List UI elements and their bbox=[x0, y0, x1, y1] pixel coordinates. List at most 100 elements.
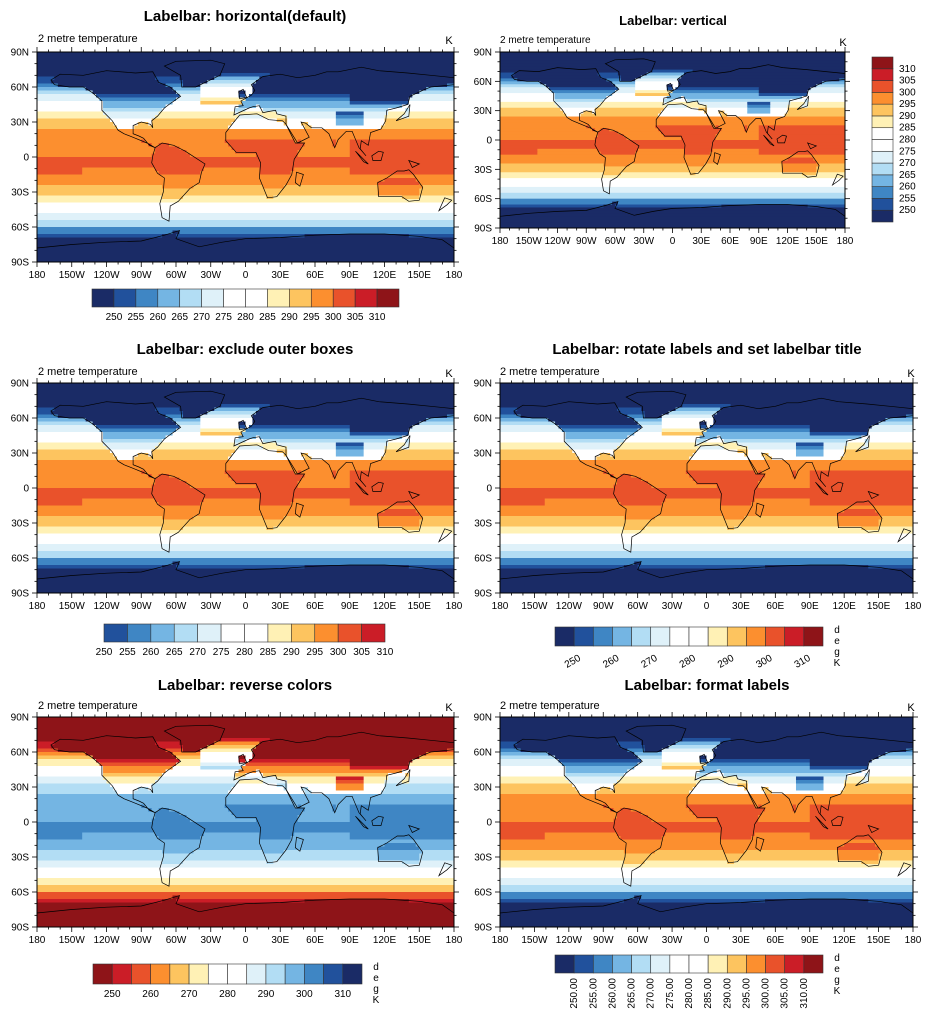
contour-fill bbox=[500, 888, 913, 893]
contour-fill bbox=[37, 125, 118, 130]
contour-fill bbox=[795, 783, 825, 788]
contour-fill bbox=[500, 128, 593, 132]
contour-fill bbox=[500, 794, 913, 799]
contour-fill bbox=[37, 902, 454, 907]
coastline bbox=[763, 134, 775, 147]
contour-fill bbox=[823, 780, 845, 785]
contour-fill bbox=[644, 748, 663, 753]
contour-fill bbox=[85, 752, 174, 757]
coastline bbox=[662, 64, 845, 140]
contour-fill bbox=[37, 864, 454, 869]
contour-fill bbox=[248, 759, 351, 764]
contour-fill bbox=[500, 181, 845, 185]
coastline bbox=[294, 836, 304, 852]
coastline bbox=[355, 815, 369, 830]
contour-fill bbox=[162, 526, 184, 531]
contour-fill bbox=[703, 766, 811, 771]
contour-fill bbox=[207, 80, 257, 85]
contour-fill bbox=[823, 787, 845, 792]
contour-fill bbox=[116, 790, 135, 795]
contour-fill bbox=[612, 201, 619, 206]
contour-fill bbox=[500, 734, 913, 739]
contour-fill bbox=[37, 568, 454, 573]
left-string: 2 metre temperature bbox=[38, 700, 138, 712]
contour-fill bbox=[37, 537, 454, 542]
contour-fill bbox=[377, 188, 420, 193]
contour-fill bbox=[612, 93, 636, 97]
contour-fill bbox=[37, 881, 454, 886]
contour-fill bbox=[792, 804, 797, 809]
contour-fill bbox=[151, 783, 236, 788]
labelbar-box bbox=[784, 626, 805, 647]
labelbar-title: K bbox=[834, 658, 841, 669]
labelbar-label: 270 bbox=[639, 653, 659, 671]
coastline bbox=[613, 473, 667, 553]
contour-fill bbox=[176, 755, 201, 760]
labelbar-title: e bbox=[834, 636, 840, 647]
contour-fill bbox=[500, 207, 845, 211]
labelbar-label: 300 bbox=[296, 989, 313, 1000]
x-tick-label: 150W bbox=[521, 601, 548, 612]
contour-fill bbox=[885, 418, 913, 423]
contour-fill bbox=[349, 804, 454, 809]
x-tick-label: 30E bbox=[732, 601, 750, 612]
contour-fill bbox=[419, 860, 454, 865]
contour-fill bbox=[721, 204, 809, 209]
labelbar-label: 310 bbox=[899, 64, 916, 75]
contour-fill bbox=[245, 108, 264, 113]
contour-fill bbox=[620, 442, 697, 447]
contour-fill bbox=[579, 456, 597, 461]
contour-fill bbox=[500, 878, 913, 883]
labelbar-box bbox=[207, 963, 228, 985]
contour-fill bbox=[500, 731, 913, 736]
contour-fill bbox=[37, 122, 115, 127]
contour-fill bbox=[384, 509, 417, 514]
contour-fill bbox=[401, 104, 454, 109]
coastline bbox=[694, 397, 913, 488]
contour-fill bbox=[426, 418, 454, 423]
contour-fill bbox=[419, 523, 454, 528]
contour-fill bbox=[875, 843, 913, 848]
y-tick-label: 90S bbox=[11, 589, 29, 600]
contour-fill bbox=[37, 558, 454, 563]
labelbar-box bbox=[188, 963, 209, 985]
coastline bbox=[699, 419, 709, 431]
contour-fill bbox=[99, 428, 177, 433]
contour-fill bbox=[349, 498, 454, 503]
labelbar-label: 290 bbox=[716, 653, 736, 671]
coastline bbox=[831, 815, 844, 826]
contour-fill bbox=[332, 470, 337, 475]
contour-fill bbox=[809, 498, 913, 503]
labelbar-title: d bbox=[834, 625, 840, 636]
labelbar-title: d bbox=[373, 962, 379, 973]
coastline bbox=[408, 490, 421, 499]
labelbar-label: 275 bbox=[899, 146, 916, 157]
contour-fill bbox=[186, 481, 236, 486]
contour-fill bbox=[189, 484, 257, 489]
contour-fill bbox=[200, 425, 240, 430]
contour-fill bbox=[500, 87, 550, 91]
contour-fill bbox=[37, 899, 163, 904]
coastline bbox=[371, 815, 384, 826]
left-string: 2 metre temperature bbox=[500, 366, 600, 378]
contour-fill bbox=[635, 87, 668, 91]
contour-fill bbox=[37, 495, 454, 500]
labelbar-label: 280 bbox=[219, 989, 236, 1000]
contour-fill bbox=[304, 143, 333, 148]
contour-fill bbox=[635, 84, 668, 88]
contour-fill bbox=[554, 93, 613, 97]
y-tick-label: 90S bbox=[474, 224, 492, 235]
contour-fill bbox=[500, 54, 845, 59]
x-tick-label: 30E bbox=[732, 935, 750, 946]
contour-fill bbox=[335, 808, 351, 813]
contour-fill bbox=[720, 741, 913, 746]
contour-fill bbox=[566, 113, 582, 118]
x-tick-label: 180 bbox=[446, 270, 463, 281]
contour-fill bbox=[408, 115, 454, 120]
contour-fill bbox=[37, 720, 454, 725]
contour-fill bbox=[37, 783, 111, 788]
contour-fill bbox=[617, 481, 649, 486]
contour-fill bbox=[565, 776, 622, 781]
contour-fill bbox=[377, 850, 424, 855]
contour-fill bbox=[716, 484, 759, 489]
